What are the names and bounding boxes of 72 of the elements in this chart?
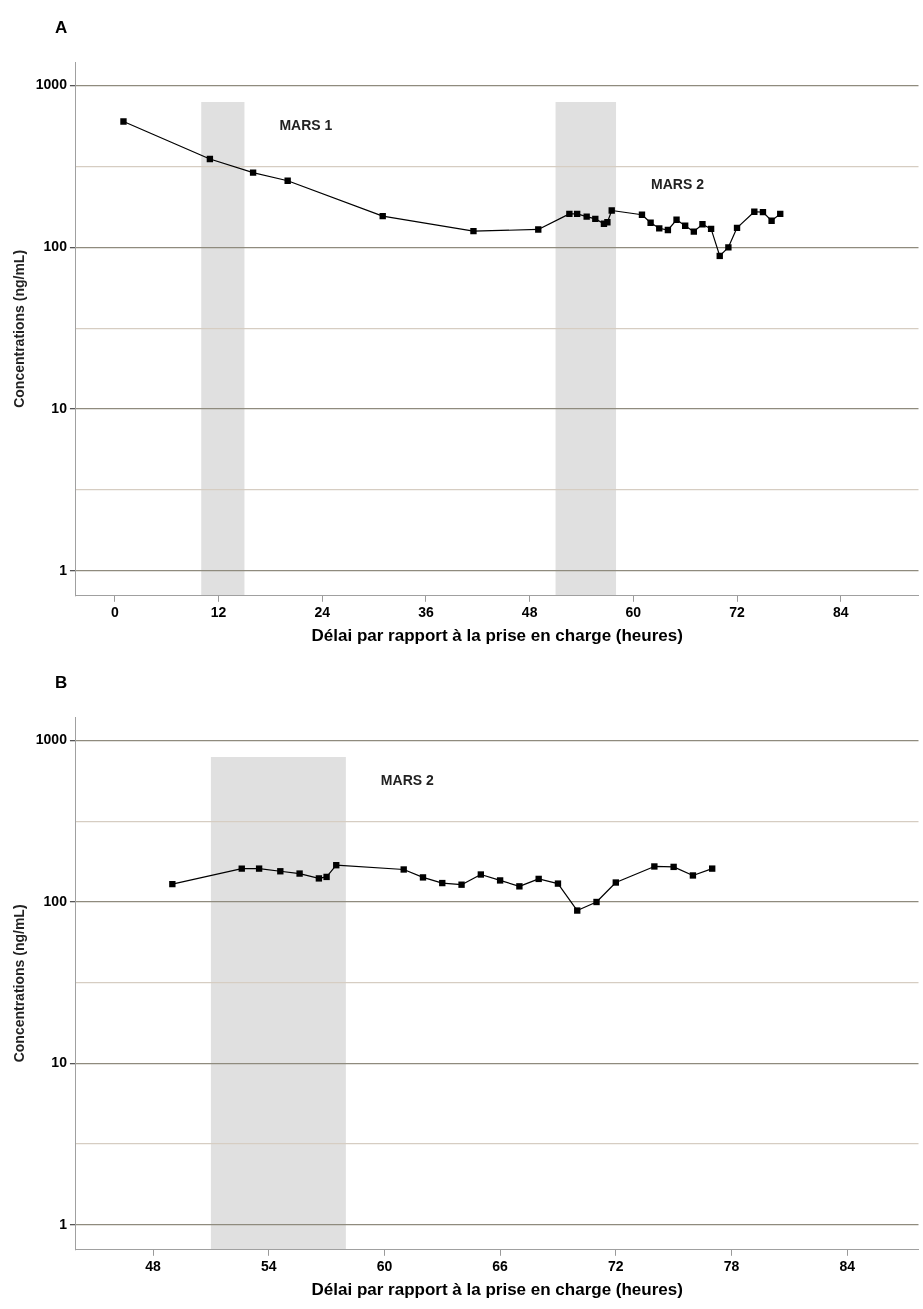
x-tick-label: 72	[729, 604, 746, 621]
point	[477, 871, 485, 878]
x-tick-label: 48	[145, 1258, 162, 1275]
point	[458, 881, 465, 888]
x-tick-label: 24	[314, 604, 331, 621]
x-tick-label: 72	[608, 1258, 624, 1275]
y-axis-title: Concentrations (ng/mL)	[11, 249, 28, 408]
point	[323, 873, 330, 881]
point	[656, 225, 663, 232]
point	[733, 224, 741, 232]
y-tick-label: 1	[59, 561, 68, 578]
chart-title: A	[55, 17, 68, 37]
chart-title: B	[55, 672, 68, 692]
point	[768, 217, 775, 224]
x-tick-label: 84	[832, 604, 849, 621]
point	[419, 874, 427, 881]
point	[120, 118, 127, 125]
x-tick-label: 84	[839, 1258, 856, 1275]
point	[709, 865, 716, 872]
y-tick-label: 1	[59, 1215, 68, 1232]
point	[608, 207, 615, 214]
point	[699, 221, 706, 228]
point	[612, 879, 619, 886]
band-label: MARS 1	[279, 116, 333, 133]
point	[249, 169, 257, 176]
point	[535, 226, 542, 233]
y-tick-label: 1000	[35, 731, 68, 748]
point	[673, 216, 680, 223]
x-tick-label: 12	[210, 604, 227, 621]
point	[277, 868, 284, 875]
point	[496, 877, 504, 884]
point	[574, 907, 581, 914]
x-tick-label: 60	[376, 1258, 393, 1275]
point	[725, 244, 732, 251]
y-tick-label: 10	[51, 399, 68, 416]
x-tick-label: 54	[260, 1258, 277, 1275]
point	[583, 213, 590, 220]
point	[315, 875, 323, 882]
point	[554, 880, 562, 887]
point	[604, 219, 611, 226]
point	[169, 880, 176, 888]
point	[535, 875, 542, 883]
point	[593, 898, 600, 906]
x-axis-title: Délai par rapport à la prise en charge (heures)	[311, 626, 683, 646]
point	[777, 210, 784, 218]
x-tick-label: 48	[521, 604, 538, 621]
x-axis-title: Délai par rapport à la prise en charge (heures)	[311, 1280, 683, 1300]
point	[400, 866, 407, 873]
point	[470, 227, 477, 235]
y-axis-title: Concentrations (ng/mL)	[11, 904, 28, 1063]
x-tick-label: 0	[110, 604, 119, 621]
point	[238, 865, 245, 872]
point	[516, 883, 523, 890]
point	[651, 863, 658, 870]
band-label: MARS 2	[651, 175, 705, 192]
y-tick-label: 1000	[35, 76, 68, 93]
point	[255, 865, 263, 872]
x-tick-label: 78	[723, 1258, 740, 1275]
x-tick-label: 60	[625, 604, 642, 621]
band-label: MARS 2	[380, 771, 434, 788]
x-tick-label: 66	[492, 1258, 509, 1275]
y-tick-label: 100	[43, 238, 68, 255]
point	[296, 870, 303, 877]
x-tick-label: 36	[418, 604, 434, 621]
y-tick-label: 10	[51, 1054, 68, 1071]
point	[670, 863, 677, 871]
point	[284, 177, 291, 184]
point	[689, 872, 697, 879]
point	[566, 210, 573, 218]
point	[647, 219, 654, 226]
y-tick-label: 100	[43, 892, 68, 909]
point	[690, 228, 697, 235]
